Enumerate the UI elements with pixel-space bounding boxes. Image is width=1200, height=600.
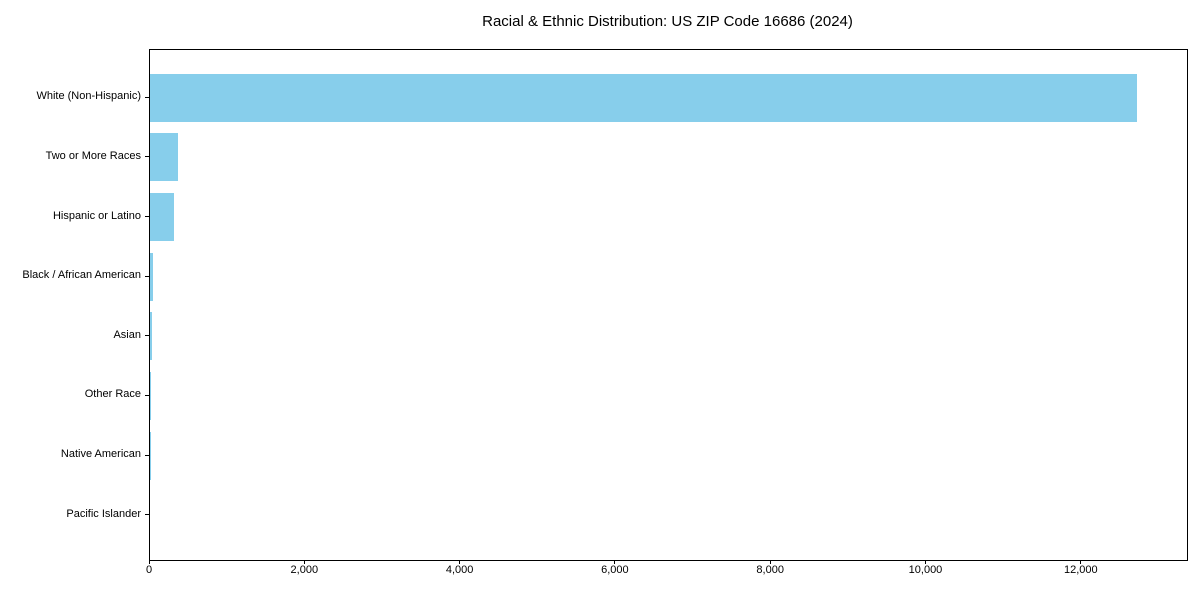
y-tick-mark	[145, 454, 149, 456]
y-tick-mark	[145, 156, 149, 158]
y-tick-label: Hispanic or Latino	[52, 209, 141, 222]
y-tick-label: Two or More Races	[45, 149, 141, 162]
y-tick-mark	[145, 394, 149, 396]
x-tick-mark	[614, 560, 616, 564]
y-tick-label: Black / African American	[22, 269, 141, 282]
x-tick-mark	[924, 560, 926, 564]
plot-area	[149, 49, 1188, 561]
y-tick-label: White (Non-Hispanic)	[36, 90, 141, 103]
x-tick-label: 8,000	[756, 564, 784, 576]
x-tick-mark	[148, 560, 150, 564]
x-tick-label: 12,000	[1063, 564, 1098, 576]
x-tick-mark	[459, 560, 461, 564]
y-tick-mark	[145, 275, 149, 277]
y-tick-mark	[145, 335, 149, 337]
x-tick-label: 10,000	[908, 564, 943, 576]
bar-hispanic-or-latino	[150, 193, 175, 242]
x-tick-mark	[1080, 560, 1082, 564]
y-tick-mark	[145, 96, 149, 98]
bar-two-or-more-races	[150, 133, 179, 182]
chart-title: Racial & Ethnic Distribution: US ZIP Cod…	[482, 13, 853, 30]
y-tick-label: Pacific Islander	[66, 507, 141, 520]
y-tick-mark	[145, 216, 149, 218]
y-tick-label: Asian	[113, 328, 141, 341]
x-tick-label: 2,000	[290, 564, 319, 576]
x-tick-mark	[769, 560, 771, 564]
x-tick-mark	[303, 560, 305, 564]
x-tick-label: 4,000	[445, 564, 474, 576]
bar-black-african-american	[150, 252, 154, 301]
bar-white-non-hispanic	[150, 73, 1137, 122]
x-tick-label: 0	[145, 564, 153, 576]
y-tick-label: Other Race	[84, 388, 141, 401]
bar-asian	[150, 312, 152, 361]
y-tick-mark	[145, 514, 149, 516]
x-tick-label: 6,000	[601, 564, 629, 576]
y-tick-label: Native American	[60, 448, 141, 461]
